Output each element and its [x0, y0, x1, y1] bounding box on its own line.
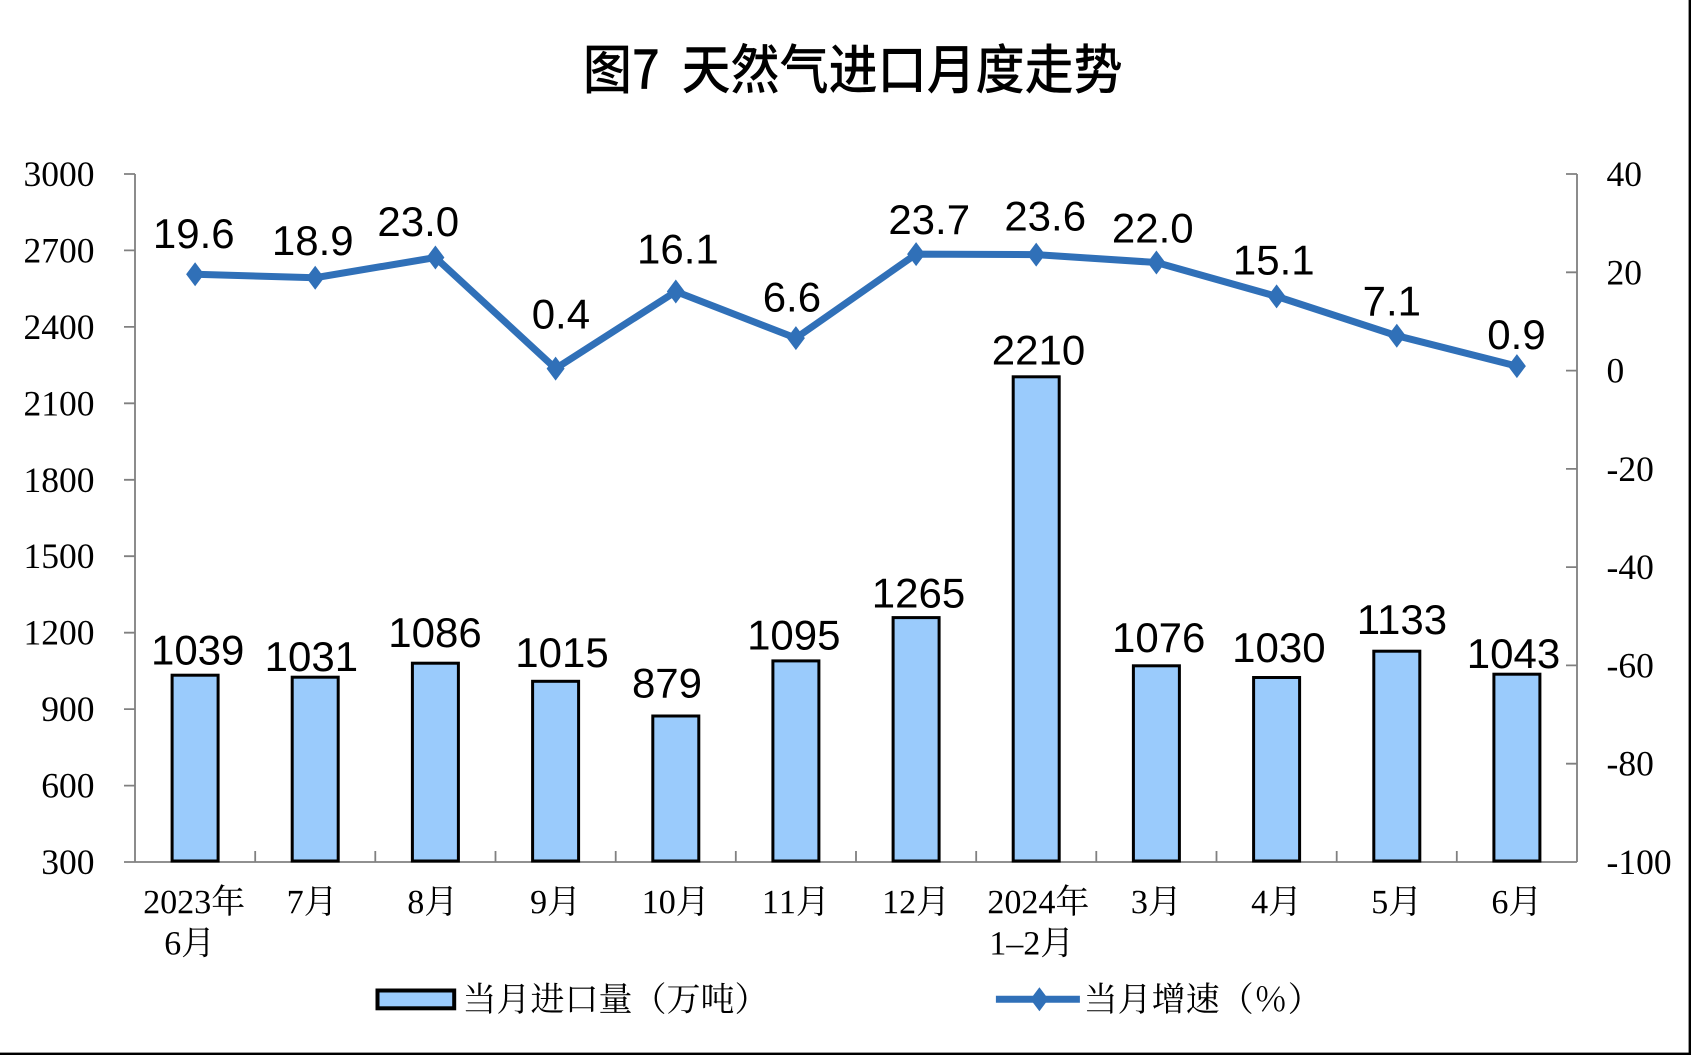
svg-text:0.9: 0.9: [1487, 311, 1545, 358]
svg-text:40: 40: [1607, 154, 1643, 194]
svg-text:1030: 1030: [1232, 624, 1325, 671]
svg-text:1200: 1200: [24, 613, 95, 653]
svg-text:0: 0: [1607, 351, 1625, 391]
svg-text:1265: 1265: [872, 570, 965, 617]
svg-text:879: 879: [632, 659, 702, 706]
svg-text:3000: 3000: [24, 154, 95, 194]
svg-text:2700: 2700: [24, 230, 95, 270]
svg-text:2210: 2210: [992, 326, 1085, 373]
svg-text:1500: 1500: [24, 536, 95, 576]
svg-text:2400: 2400: [24, 307, 95, 347]
svg-text:1076: 1076: [1112, 614, 1205, 661]
svg-text:1133: 1133: [1357, 596, 1447, 643]
svg-text:18.9: 18.9: [272, 217, 354, 264]
svg-text:-100: -100: [1607, 842, 1672, 882]
svg-text:16.1: 16.1: [637, 225, 719, 272]
svg-text:-80: -80: [1607, 744, 1654, 784]
svg-text:23.6: 23.6: [1004, 193, 1086, 240]
svg-text:22.0: 22.0: [1112, 204, 1194, 251]
svg-text:20: 20: [1607, 252, 1643, 292]
svg-text:1039: 1039: [151, 626, 244, 673]
svg-text:23.0: 23.0: [377, 198, 459, 245]
svg-text:1015: 1015: [515, 629, 608, 676]
svg-text:300: 300: [41, 842, 94, 882]
svg-text:600: 600: [41, 766, 94, 806]
svg-text:-20: -20: [1607, 449, 1654, 489]
svg-text:1095: 1095: [747, 611, 840, 658]
svg-text:1086: 1086: [388, 609, 481, 656]
svg-text:1800: 1800: [24, 460, 95, 500]
svg-text:7.1: 7.1: [1363, 277, 1421, 324]
svg-text:-60: -60: [1607, 645, 1654, 685]
svg-text:1031: 1031: [265, 633, 358, 680]
svg-text:0.4: 0.4: [532, 291, 590, 338]
svg-text:1043: 1043: [1467, 630, 1560, 677]
svg-text:6.6: 6.6: [763, 274, 821, 321]
svg-text:2100: 2100: [24, 383, 95, 423]
svg-text:19.6: 19.6: [153, 210, 235, 257]
svg-text:23.7: 23.7: [888, 196, 970, 243]
svg-text:15.1: 15.1: [1233, 236, 1315, 283]
svg-text:-40: -40: [1607, 547, 1654, 587]
svg-text:900: 900: [41, 689, 94, 729]
